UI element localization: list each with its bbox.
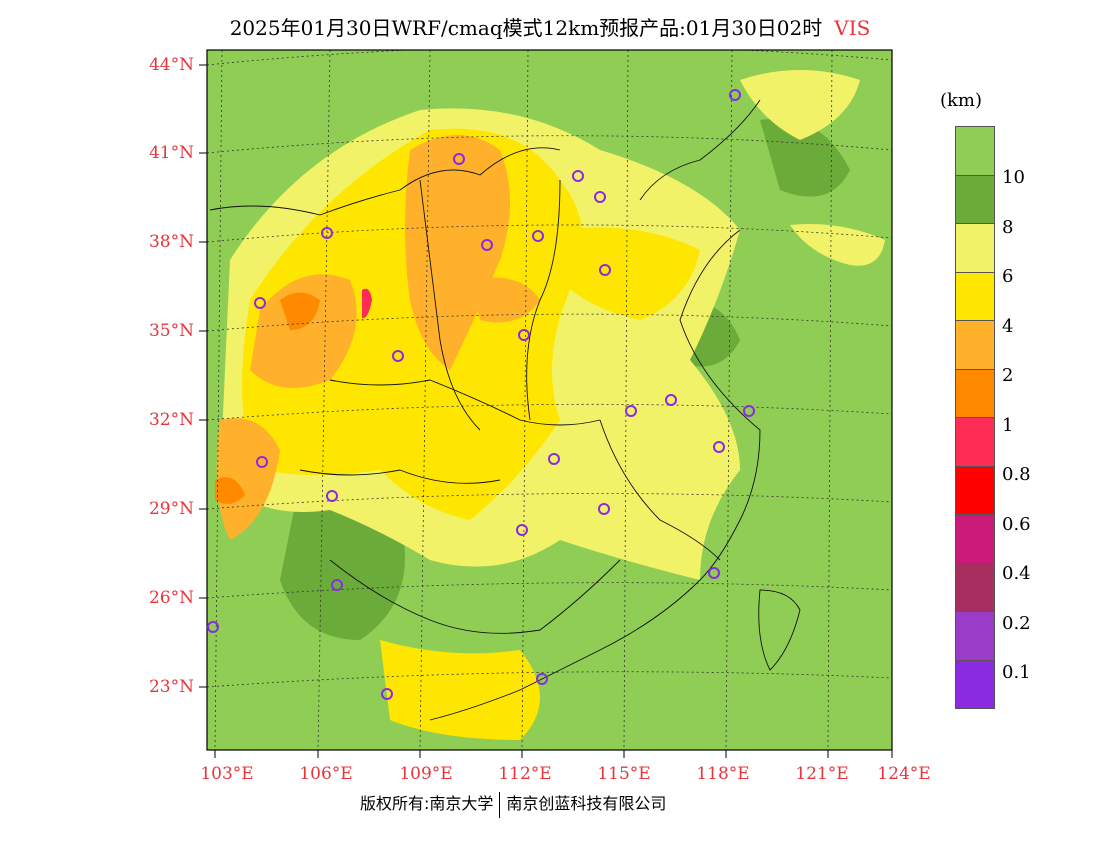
legend-swatch: [955, 368, 995, 418]
legend-swatch: [955, 562, 995, 612]
station-markers: [207, 89, 755, 700]
legend-swatch: [955, 223, 995, 273]
lon-label: 115°E: [597, 764, 651, 784]
legend-swatch: [955, 320, 995, 370]
visibility-field: [207, 50, 892, 750]
legend-swatch: [955, 417, 995, 467]
lat-label: 23°N: [148, 677, 194, 697]
legend-label: 4: [1002, 316, 1014, 337]
legend-label: 0.1: [1002, 662, 1031, 683]
legend-label: 2: [1002, 365, 1014, 386]
station-marker: [594, 191, 606, 203]
lon-label: 124°E: [877, 764, 931, 784]
vis-4-region-n: [560, 227, 700, 320]
boundaries: [209, 99, 801, 721]
station-marker: [743, 405, 755, 417]
station-marker: [481, 239, 493, 251]
station-marker: [254, 297, 266, 309]
station-marker: [599, 264, 611, 276]
station-marker: [548, 453, 560, 465]
copyright-footer: 版权所有:南京大学 南京创蓝科技有限公司: [360, 790, 666, 818]
lon-label: 103°E: [200, 764, 254, 784]
legend-label: 0.4: [1002, 563, 1031, 584]
vis-2-region-w: [250, 274, 357, 388]
station-marker: [516, 524, 528, 536]
footer-divider: [499, 791, 501, 818]
vis-4-region-s: [380, 640, 540, 740]
legend-label: 1: [1002, 415, 1014, 436]
legend-swatch: [955, 174, 995, 224]
lat-label: 29°N: [148, 499, 194, 519]
lat-label: 26°N: [148, 588, 194, 608]
title-main: 2025年01月30日WRF/cmaq模式12km预报产品:01月30日02时: [229, 16, 823, 40]
station-marker: [598, 503, 610, 515]
lon-label: 118°E: [696, 764, 750, 784]
legend-label: 8: [1002, 217, 1014, 238]
station-marker: [532, 230, 544, 242]
vis-2-region-c2: [470, 277, 540, 323]
legend-swatch: [955, 271, 995, 321]
station-marker: [392, 350, 404, 362]
lon-label: 112°E: [498, 764, 552, 784]
legend-unit: (km): [940, 90, 983, 111]
color-legend: [955, 126, 995, 709]
lat-label: 41°N: [148, 143, 194, 163]
lat-label: 35°N: [148, 321, 194, 341]
legend-label: 6: [1002, 266, 1014, 287]
vis-8-region-ne: [760, 118, 850, 197]
station-marker: [729, 89, 741, 101]
lat-label: 32°N: [148, 410, 194, 430]
vis-1-region-sw: [215, 477, 245, 504]
station-marker: [518, 329, 530, 341]
lat-label: 44°N: [148, 55, 194, 75]
vis-6-region-ne2: [790, 224, 885, 266]
station-marker: [331, 579, 343, 591]
legend-label: 0.6: [1002, 514, 1031, 535]
vis-2-region-sw: [216, 418, 280, 540]
station-marker: [572, 170, 584, 182]
legend-swatch: [955, 659, 995, 709]
vis-08-region: [362, 288, 372, 319]
legend-swatch: [955, 126, 995, 176]
station-marker: [708, 567, 720, 579]
legend-swatch: [955, 465, 995, 515]
lon-label: 109°E: [399, 764, 453, 784]
legend-label: 0.2: [1002, 613, 1031, 634]
vis-6-region-ne: [740, 70, 860, 140]
map-frame: [206, 49, 893, 751]
station-marker: [625, 405, 637, 417]
title-variable: VIS: [834, 16, 871, 40]
station-marker: [713, 441, 725, 453]
lon-label: 121°E: [795, 764, 849, 784]
station-marker: [321, 227, 333, 239]
station-marker: [665, 394, 677, 406]
lat-label: 38°N: [148, 232, 194, 252]
station-marker: [381, 688, 393, 700]
footer-company: 南京创蓝科技有限公司: [506, 794, 667, 813]
vis-2-region-c: [405, 135, 510, 370]
station-marker: [536, 673, 548, 685]
station-marker: [256, 456, 268, 468]
legend-swatch: [955, 514, 995, 564]
lon-label: 106°E: [299, 764, 353, 784]
legend-label: 10: [1002, 167, 1025, 188]
footer-copyright: 版权所有:南京大学: [360, 794, 494, 813]
legend-label: 0.8: [1002, 464, 1031, 485]
legend-swatch: [955, 611, 995, 661]
station-marker: [326, 490, 338, 502]
map-title: 2025年01月30日WRF/cmaq模式12km预报产品:01月30日02时 V…: [0, 12, 1100, 41]
vis-1-region: [280, 292, 320, 330]
station-marker: [207, 621, 219, 633]
station-marker: [453, 153, 465, 165]
axis-ticks: [199, 64, 893, 758]
